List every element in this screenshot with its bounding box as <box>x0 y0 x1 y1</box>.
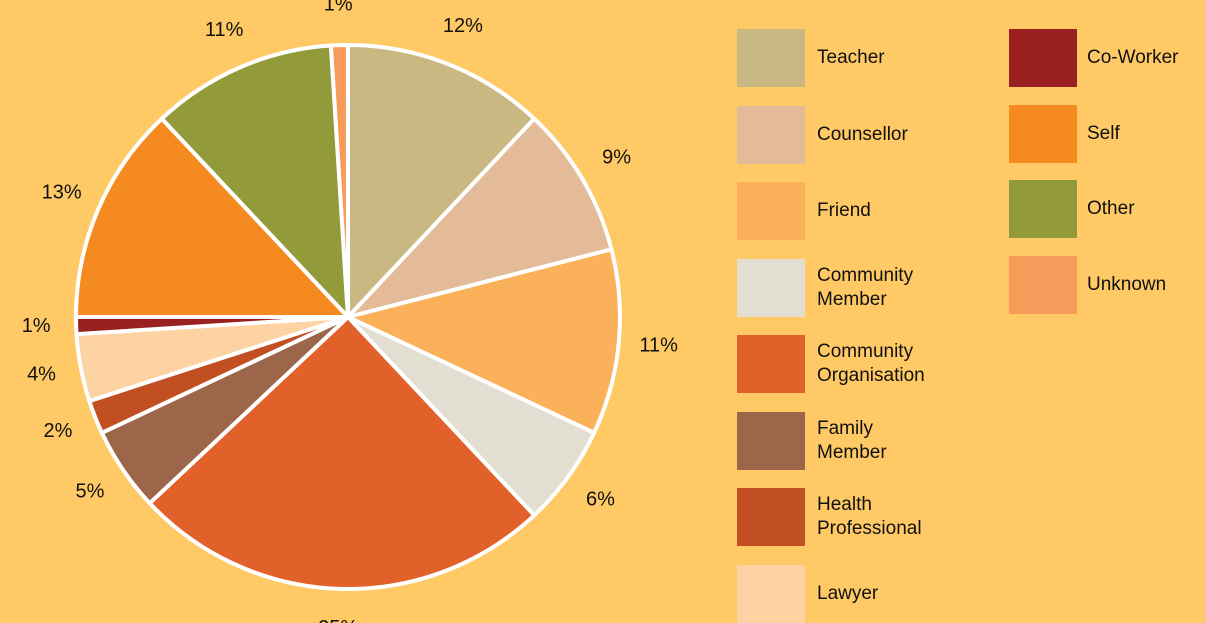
legend-swatch <box>737 335 805 393</box>
legend-item: Lawyer <box>737 564 879 623</box>
legend-label: Teacher <box>817 47 885 68</box>
legend-item: Other <box>1009 180 1135 238</box>
data-label: 25% <box>318 617 358 623</box>
legend-swatch <box>1009 104 1077 163</box>
pie-slice <box>328 43 350 319</box>
data-label: 13% <box>42 181 82 203</box>
legend-swatch <box>737 105 805 164</box>
legend-item: Teacher <box>737 29 885 87</box>
legend-item: Counsellor <box>737 105 908 164</box>
legend-item: Friend <box>737 182 871 240</box>
pie-slice <box>346 116 614 319</box>
data-label: 11% <box>639 335 678 357</box>
legend-swatch <box>737 29 805 87</box>
legend-swatch <box>1009 255 1077 314</box>
legend-swatch <box>1009 29 1077 87</box>
legend-swatch <box>737 182 805 240</box>
legend-swatch <box>737 411 805 470</box>
legend-label: Self <box>1087 122 1120 144</box>
legend-item: Unknown <box>1009 255 1167 314</box>
data-label: 11% <box>205 19 244 41</box>
legend-label: Lawyer <box>817 582 879 604</box>
data-label: 1% <box>22 315 51 337</box>
data-label: 12% <box>443 15 483 37</box>
data-label: 6% <box>586 489 615 511</box>
data-label: 9% <box>602 146 631 168</box>
legend-label: Co-Worker <box>1087 47 1179 68</box>
legend-label: Friend <box>817 200 871 221</box>
pie-slice <box>346 247 622 435</box>
legend-item: Co-Worker <box>1009 29 1179 87</box>
legend-swatch <box>1009 180 1077 238</box>
legend-label: Health Professional <box>817 494 922 539</box>
pie-slice <box>74 116 350 319</box>
data-label: 1% <box>324 0 353 15</box>
data-label: 4% <box>27 364 56 386</box>
legend-label: Family Member <box>817 417 887 463</box>
pie-chart: 12% 9% 11% 6% 25% 5% 2% 4% 1% 13% 11% 1% <box>22 0 678 623</box>
legend-item: Self <box>1009 104 1120 163</box>
legend-label: Community Organisation <box>817 341 925 386</box>
legend-label: Counsellor <box>817 123 908 145</box>
data-label: 2% <box>43 420 72 442</box>
legend-item: Community Member <box>737 258 942 317</box>
pie-slice <box>159 43 350 319</box>
legend-swatch <box>737 564 805 623</box>
data-label: 5% <box>75 481 104 503</box>
legend-label: Community Member <box>817 264 914 310</box>
legend-swatch <box>737 258 805 317</box>
pie-slice <box>346 43 537 319</box>
legend-item: Health Professional <box>737 488 942 546</box>
legend-label: Unknown <box>1087 273 1167 295</box>
pie-slice <box>147 315 537 591</box>
legend-label: Other <box>1087 198 1135 219</box>
legend-item: Community Organisation <box>737 335 942 393</box>
legend-swatch <box>737 488 805 546</box>
legend-item: Family Member <box>737 411 942 470</box>
